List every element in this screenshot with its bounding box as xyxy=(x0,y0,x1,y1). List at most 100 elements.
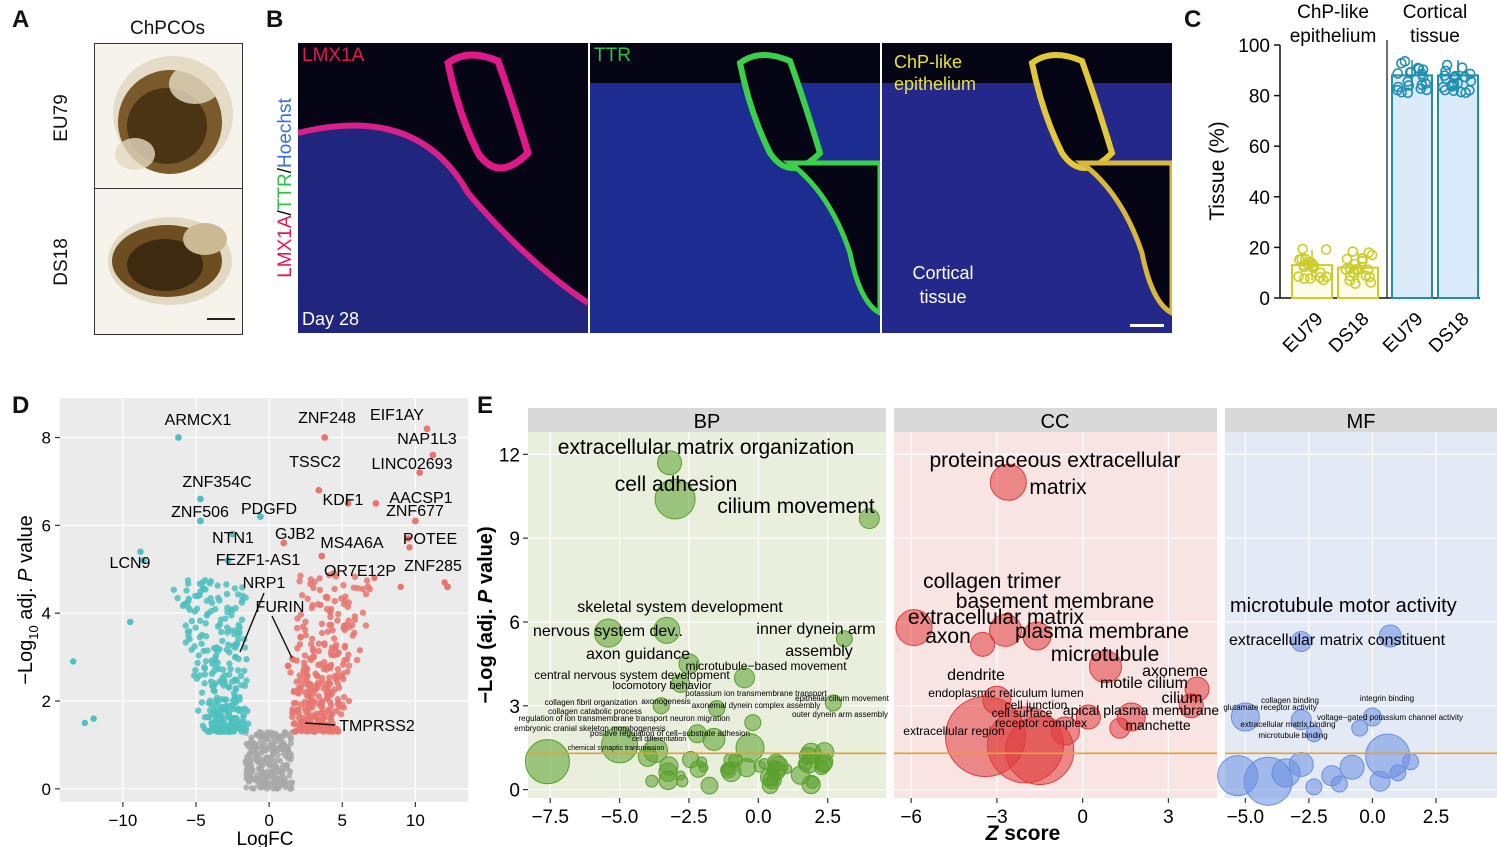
organoid-image-eu79 xyxy=(94,43,243,190)
point-ns xyxy=(269,766,276,773)
y-ticks: 0 3 6 9 12 xyxy=(499,445,528,802)
bubble xyxy=(702,727,726,751)
point-down xyxy=(227,715,235,722)
term-label: cell junction xyxy=(1005,698,1068,712)
point-down xyxy=(238,616,246,623)
x-tick-label: −7.5 xyxy=(531,807,569,828)
term-label: collagen trimer xyxy=(923,570,1061,593)
panel-d-volcano-plot: ARMCX1 ZNF248 EIF1AY NAP1L3 TSSC2 LINC02693 ZN… xyxy=(15,398,468,847)
point-up xyxy=(297,634,304,641)
point-up xyxy=(332,644,339,652)
point-up xyxy=(330,635,338,642)
point-down xyxy=(199,585,207,593)
bubble xyxy=(895,609,933,647)
term-labels: extracellular matrix organization cell ad… xyxy=(514,436,1463,752)
term-label: epithelial cilium movement xyxy=(795,694,890,703)
term-label: embryonic cranial skeleton morphogenesis xyxy=(514,724,666,733)
data-point xyxy=(1300,253,1311,265)
gene-label: LINC02693 xyxy=(372,456,453,473)
bubble xyxy=(737,758,757,778)
point-down xyxy=(231,630,238,638)
gene-point xyxy=(372,499,380,507)
point-outlier xyxy=(371,574,378,582)
gene-point xyxy=(229,530,236,538)
x-ticks: −7.5 −5.0 −2.5 0.0 2.5 −6 −3 0 3 −5.0 −2.5 0.0 2.5 xyxy=(531,798,1449,828)
axis-title-x: LogFC xyxy=(236,829,293,847)
bubble xyxy=(1290,709,1312,731)
data-point xyxy=(1416,68,1428,80)
point-down xyxy=(219,705,226,713)
merge-epithelium-label: ChP-like epithelium xyxy=(894,51,976,95)
point-down xyxy=(196,633,203,641)
point-down xyxy=(217,719,224,727)
day-label: Day 28 xyxy=(302,309,360,329)
point-down xyxy=(215,594,222,602)
y-tick-label: 100 xyxy=(1238,36,1270,57)
point-up xyxy=(364,583,372,590)
gene-point xyxy=(139,557,147,564)
point-down xyxy=(188,617,195,625)
y-tick-label: 0 xyxy=(42,780,51,799)
gene-point xyxy=(224,557,232,564)
data-point xyxy=(1341,253,1353,265)
point-ns xyxy=(255,732,262,739)
data-point xyxy=(1305,273,1316,284)
term-label: cell differentiation xyxy=(632,736,686,743)
gene-label: TMPRSS2 xyxy=(339,718,415,735)
point-up xyxy=(304,681,311,689)
point-down xyxy=(227,665,234,673)
group-title-cortical-2: tissue xyxy=(1410,26,1460,47)
term-label: matrix xyxy=(1029,476,1087,499)
point-down xyxy=(198,699,206,706)
x-tick-label: DS18 xyxy=(1425,309,1473,357)
point-up xyxy=(316,575,323,582)
point-up xyxy=(327,648,335,656)
bubble xyxy=(814,760,830,776)
point-up xyxy=(320,665,327,673)
gene-point xyxy=(429,451,437,459)
point-ns xyxy=(285,744,292,751)
panel-a-title: ChPCOs xyxy=(130,18,205,39)
term-label: assembly xyxy=(785,643,853,660)
point-down xyxy=(213,644,220,651)
point-outlier xyxy=(181,601,188,608)
point-up xyxy=(315,640,323,647)
point-ns xyxy=(281,781,288,788)
term-label: microtubule−based movement xyxy=(685,659,847,673)
point-up xyxy=(351,613,358,620)
point-down xyxy=(229,606,237,614)
point-ns xyxy=(278,743,285,750)
data-point xyxy=(1293,271,1304,282)
cortical-label-line-1: Cortical xyxy=(912,263,974,283)
point-ns xyxy=(250,775,257,782)
bubble xyxy=(835,630,853,648)
point-ns xyxy=(268,756,275,763)
point-down xyxy=(210,683,217,690)
term-label: axon xyxy=(925,625,971,648)
point-down xyxy=(208,599,216,606)
bubble xyxy=(782,763,793,775)
term-label: extracellular matrix binding xyxy=(1240,720,1335,729)
organoid-image-ds18 xyxy=(94,188,243,335)
point-up xyxy=(351,573,359,581)
gene-label: LCN9 xyxy=(110,555,151,572)
point-down xyxy=(218,679,225,686)
point-down xyxy=(218,628,225,636)
point-ns xyxy=(288,734,295,741)
x-tick-label: 0.0 xyxy=(1359,807,1385,828)
point-down xyxy=(194,659,201,667)
point-down xyxy=(183,587,190,594)
point-down xyxy=(206,707,214,714)
bubble xyxy=(1305,778,1323,796)
point-up xyxy=(297,572,304,579)
point-up xyxy=(301,652,309,659)
side-label-hoechst: Hoechst xyxy=(275,98,296,168)
point-up xyxy=(334,651,341,658)
point-down xyxy=(233,641,240,649)
bubble xyxy=(733,667,755,689)
term-label: microtubule binding xyxy=(1258,731,1327,740)
point-up xyxy=(362,622,370,629)
point-up xyxy=(310,728,317,735)
point-up xyxy=(304,595,311,602)
channel-label-ttr: TTR xyxy=(594,45,631,66)
